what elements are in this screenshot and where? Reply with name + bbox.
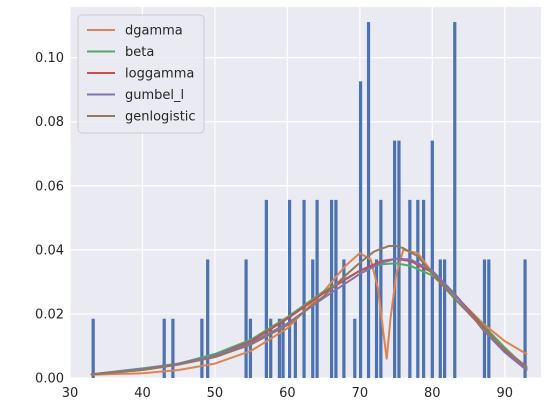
legend-label-gumbel_l: gumbel_l xyxy=(125,88,184,103)
y-axis-ticks: 0.00 0.02 0.04 0.06 0.08 0.10 xyxy=(35,51,64,386)
histogram-bar xyxy=(293,318,297,378)
x-axis-ticks: 30 40 50 60 70 80 90 xyxy=(62,386,513,401)
histogram-bar xyxy=(422,199,426,378)
histogram-bar xyxy=(487,259,491,378)
histogram-bar xyxy=(379,199,383,378)
y-tick-label: 0.02 xyxy=(35,307,64,322)
histogram-bar xyxy=(244,259,248,378)
histogram-bar xyxy=(200,318,204,378)
histogram-bar xyxy=(311,259,315,378)
histogram-bar xyxy=(342,259,346,378)
histogram-bar xyxy=(206,259,210,378)
histogram-bar xyxy=(523,259,527,378)
histogram-bar xyxy=(358,81,363,378)
histogram-bar xyxy=(302,199,306,378)
histogram-bar xyxy=(430,140,434,378)
legend-label-dgamma: dgamma xyxy=(125,24,183,39)
y-tick-label: 0.06 xyxy=(35,179,64,194)
histogram-bar xyxy=(374,259,379,378)
histogram-bar xyxy=(482,259,487,378)
histogram-bar xyxy=(248,318,253,378)
histogram-bar xyxy=(366,22,371,378)
x-tick-label: 40 xyxy=(134,386,151,401)
y-tick-label: 0.04 xyxy=(35,243,64,258)
x-tick-label: 90 xyxy=(496,386,513,401)
legend: dgamma beta loggamma gumbel_l genlogistic xyxy=(77,14,205,134)
legend-box xyxy=(77,14,205,134)
series-line-gumbel_l xyxy=(90,257,528,376)
x-tick-label: 70 xyxy=(352,386,369,401)
histogram-bar xyxy=(277,318,282,378)
histogram-bar xyxy=(408,199,412,378)
x-tick-label: 80 xyxy=(424,386,441,401)
histogram-bar xyxy=(416,199,420,378)
y-tick-label: 0.00 xyxy=(35,372,64,387)
histogram-bar xyxy=(353,318,357,378)
x-tick-label: 30 xyxy=(62,386,79,401)
y-tick-label: 0.08 xyxy=(35,115,64,130)
histogram-bar xyxy=(171,318,175,378)
histogram-bar xyxy=(443,259,447,378)
y-tick-label: 0.10 xyxy=(35,51,64,66)
histogram-bar xyxy=(453,22,457,378)
legend-label-loggamma: loggamma xyxy=(125,67,194,82)
legend-label-genlogistic: genlogistic xyxy=(125,110,196,125)
fit-lines xyxy=(90,245,528,376)
histogram-bar xyxy=(281,318,285,378)
histogram-bar xyxy=(91,318,95,378)
histogram-bar xyxy=(315,199,319,378)
histogram-bar xyxy=(287,199,292,378)
histogram-bar xyxy=(269,318,273,378)
histogram-bar xyxy=(264,199,268,378)
series-line-genlogistic xyxy=(90,245,528,376)
legend-label-beta: beta xyxy=(125,45,154,60)
x-tick-label: 50 xyxy=(207,386,224,401)
histogram-bar xyxy=(438,259,442,378)
x-tick-label: 60 xyxy=(279,386,296,401)
histogram-bar xyxy=(162,318,166,378)
